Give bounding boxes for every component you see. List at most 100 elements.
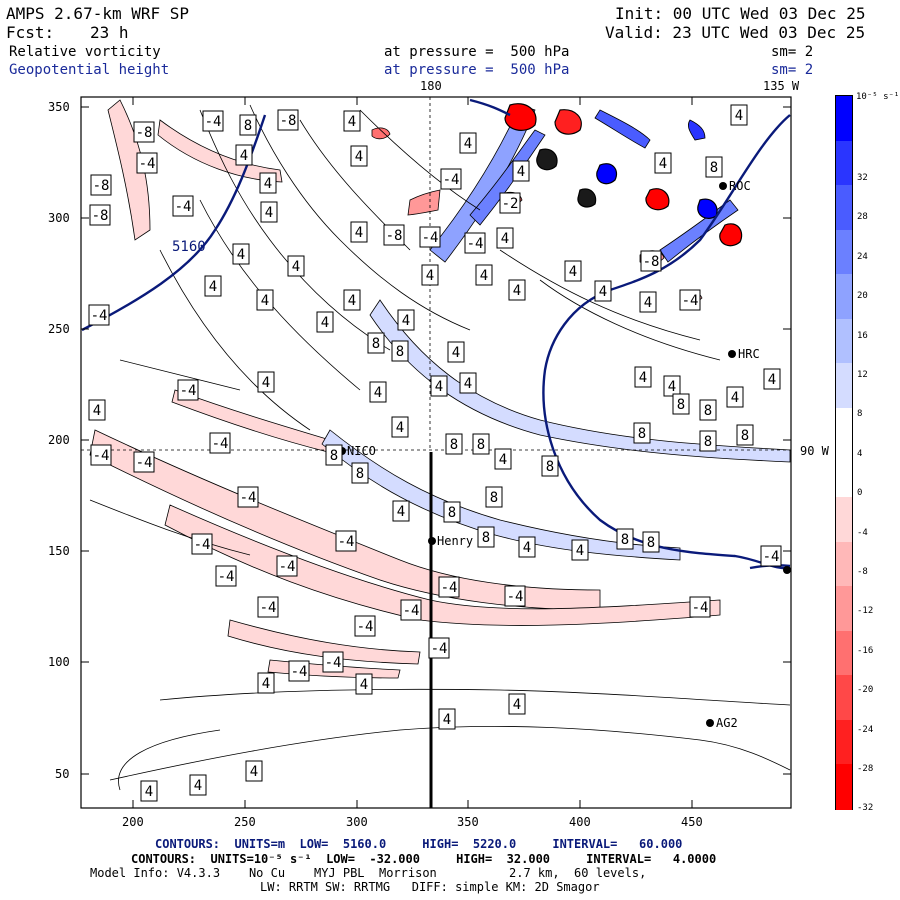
colorbar-segment bbox=[836, 185, 852, 231]
contour-label-box: 4 bbox=[571, 539, 589, 561]
contour-label-box: -4 bbox=[209, 432, 231, 454]
contour-label-box: 4 bbox=[343, 110, 361, 132]
contour-label-box: 4 bbox=[654, 152, 672, 174]
contour-label-box: 8 bbox=[616, 528, 634, 550]
x-tick-label: 250 bbox=[234, 815, 256, 829]
contour-label-box: -4 bbox=[428, 637, 450, 659]
contour-label-text: -8 bbox=[93, 178, 110, 194]
contour-label-box: 4 bbox=[494, 448, 512, 470]
colorbar-segment bbox=[836, 675, 852, 721]
contour-label-box: 4 bbox=[512, 160, 530, 182]
station-ag2-marker bbox=[706, 719, 714, 727]
contour-label-box: 4 bbox=[256, 289, 274, 311]
contour-label-text: 4 bbox=[194, 778, 202, 794]
contour-label-box: 4 bbox=[663, 375, 681, 397]
contour-label-box: -4 bbox=[419, 226, 441, 248]
y-tick-label: 50 bbox=[55, 767, 70, 781]
contour-label-box: -4 bbox=[257, 596, 279, 618]
contour-label-box: 4 bbox=[564, 260, 582, 282]
contour-label-text: -4 bbox=[136, 455, 153, 471]
contour-label-text: 4 bbox=[501, 231, 509, 247]
contour-label-text: -4 bbox=[325, 655, 342, 671]
contour-label-text: 4 bbox=[668, 379, 676, 395]
contour-label-box: 4 bbox=[287, 255, 305, 277]
contour-label-box: -4 bbox=[90, 444, 112, 466]
contour-label-box: -4 bbox=[136, 152, 158, 174]
colorbar-tick-label: 16 bbox=[857, 330, 868, 341]
contour-label-text: 4 bbox=[402, 313, 410, 329]
field1-level: at pressure = 500 hPa bbox=[384, 44, 570, 60]
contour-label-text: 8 bbox=[448, 505, 456, 521]
contour-label-box: -4 bbox=[276, 555, 298, 577]
contour-label-text: 4 bbox=[355, 149, 363, 165]
contour-label-box: -4 bbox=[177, 379, 199, 401]
contour-label-box: 4 bbox=[392, 500, 410, 522]
contour-label-box: 8 bbox=[736, 424, 754, 446]
contour-label-text: 4 bbox=[348, 293, 356, 309]
colorbar-segment bbox=[836, 452, 852, 498]
footer-vorticity-contours: CONTOURS: UNITS=10⁻⁵ s⁻¹ LOW= -32.000 HI… bbox=[131, 852, 717, 866]
contour-label-box: 4 bbox=[496, 227, 514, 249]
contour-label-box: 4 bbox=[430, 375, 448, 397]
contour-label-box: 4 bbox=[140, 780, 158, 802]
contour-label-text: -4 bbox=[279, 559, 296, 575]
contour-label-box: 8 bbox=[443, 501, 461, 523]
init-time: Init: 00 UTC Wed 03 Dec 25 bbox=[615, 4, 866, 23]
y-tick-label: 300 bbox=[48, 211, 70, 225]
contour-label-text: 8 bbox=[647, 535, 655, 551]
colorbar-segment bbox=[836, 586, 852, 632]
station-roc-label: ROC bbox=[729, 179, 751, 193]
contour-label-box: -8 bbox=[277, 109, 299, 131]
contour-label-text: 4 bbox=[599, 284, 607, 300]
colorbar-segment bbox=[836, 541, 852, 587]
intense-cores bbox=[504, 103, 743, 247]
contour-label-box: 4 bbox=[369, 381, 387, 403]
contour-label-box: 4 bbox=[355, 673, 373, 695]
contour-label-text: 4 bbox=[261, 293, 269, 309]
contour-label-box: 4 bbox=[316, 311, 334, 333]
contour-label-text: 4 bbox=[397, 504, 405, 520]
contour-label-box: -8 bbox=[90, 174, 112, 196]
contour-label-box: -4 bbox=[504, 585, 526, 607]
contour-label-text: 8 bbox=[490, 490, 498, 506]
contour-label-text: 4 bbox=[348, 114, 356, 130]
contour-label-text: 4 bbox=[292, 259, 300, 275]
contour-label-box: 4 bbox=[257, 672, 275, 694]
contour-label-text: -4 bbox=[682, 293, 699, 309]
contour-label-text: -4 bbox=[443, 172, 460, 188]
contour-label-text: 4 bbox=[659, 156, 667, 172]
contour-label-box: 4 bbox=[245, 760, 263, 782]
contour-label-box: -4 bbox=[215, 565, 237, 587]
contour-label-text: 4 bbox=[464, 136, 472, 152]
contour-label-box: 4 bbox=[259, 172, 277, 194]
contour-label-text: 4 bbox=[435, 379, 443, 395]
contour-label-box: 4 bbox=[232, 243, 250, 265]
contour-label-text: 4 bbox=[321, 315, 329, 331]
contour-label-text: 4 bbox=[426, 268, 434, 284]
contour-label-box: 8 bbox=[445, 433, 463, 455]
contour-label-text: 4 bbox=[576, 543, 584, 559]
contour-label-text: 4 bbox=[209, 279, 217, 295]
contour-lines bbox=[89, 104, 791, 791]
station-edge-marker bbox=[783, 566, 791, 574]
contour-label-text: 4 bbox=[569, 264, 577, 280]
footer-height-contours: CONTOURS: UNITS=m LOW= 5160.0 HIGH= 5220… bbox=[155, 837, 683, 851]
contour-label-text: 4 bbox=[731, 390, 739, 406]
colorbar-tick-label: 32 bbox=[857, 173, 868, 183]
contour-label-text: -4 bbox=[431, 641, 448, 657]
contour-label-box: 4 bbox=[438, 708, 456, 730]
colorbar-segment bbox=[836, 719, 852, 765]
contour-label-text: -8 bbox=[136, 125, 153, 141]
contour-label-text: -4 bbox=[218, 569, 235, 585]
contour-label-box: 4 bbox=[204, 275, 222, 297]
contour-label-text: 8 bbox=[704, 403, 712, 419]
contour-label-box: -4 bbox=[133, 451, 155, 473]
contour-label-text: -4 bbox=[692, 600, 709, 616]
contour-label-box: -4 bbox=[464, 232, 486, 254]
contour-label-text: -4 bbox=[467, 236, 484, 252]
colorbar-segment bbox=[836, 630, 852, 676]
contour-label-box: 4 bbox=[730, 104, 748, 126]
contour-label-text: 4 bbox=[262, 375, 270, 391]
contour-label-box: 4 bbox=[594, 280, 612, 302]
contour-label-box: 4 bbox=[391, 416, 409, 438]
